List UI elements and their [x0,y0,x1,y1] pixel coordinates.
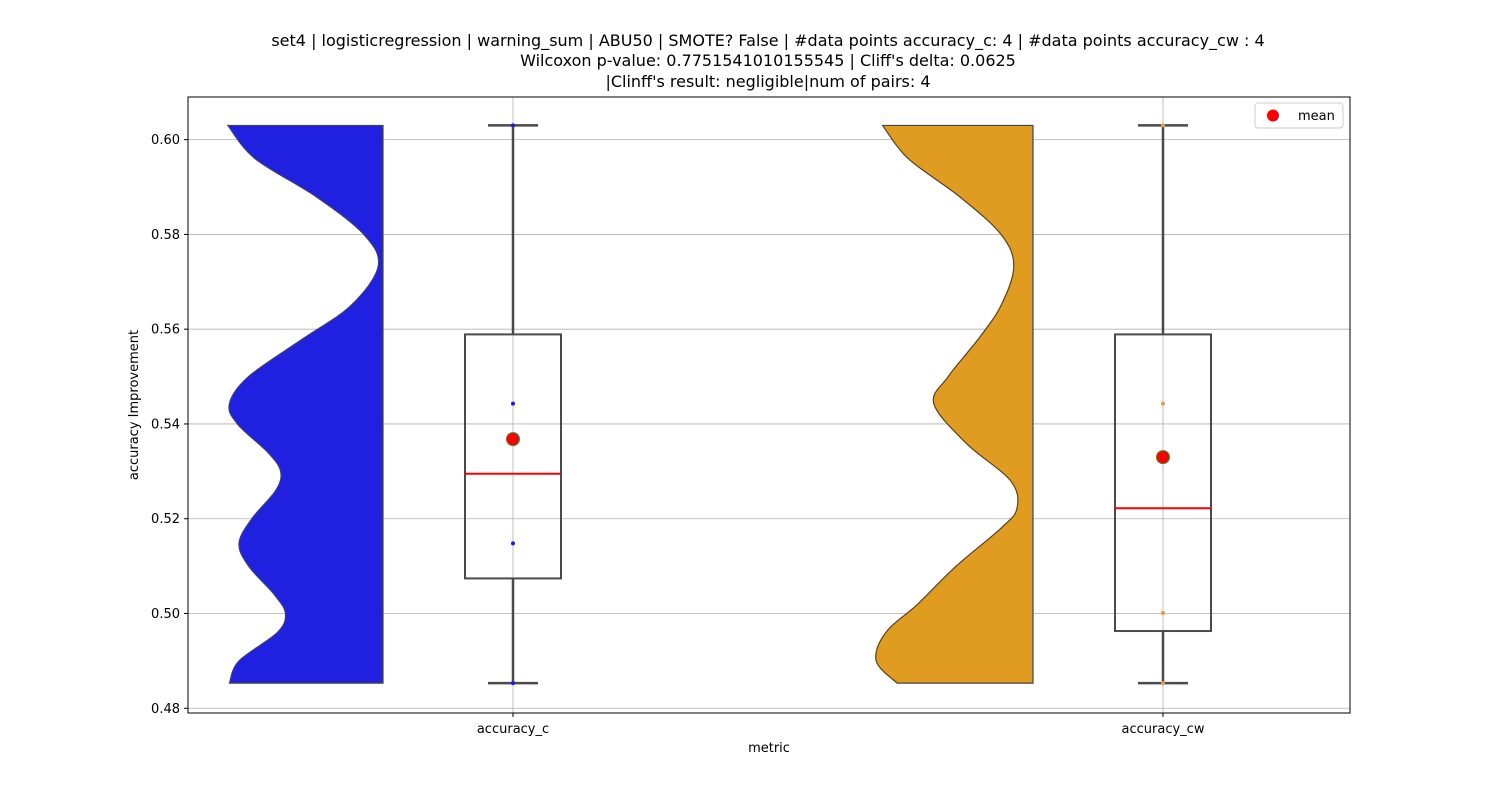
data-point-accuracy_cw [1161,681,1165,686]
legend-mean-marker [1267,109,1279,122]
x-tick-label-accuracy_cw: accuracy_cw [1122,722,1205,737]
mean-marker-accuracy_c [506,432,520,447]
box-layer [464,124,1212,685]
legend-box [1254,102,1344,129]
data-point-accuracy_c [511,541,515,546]
data-point-accuracy_cw [1161,123,1165,128]
mean-marker-accuracy_cw [1156,450,1170,465]
y-tick-label: 0.48 [151,702,180,717]
x-axis-label: metric [748,741,790,756]
plot-frame [187,96,1351,714]
y-tick-label: 0.50 [151,607,180,622]
y-tick-label: 0.56 [151,323,180,338]
tick-layer: 0.48 0.50 0.52 0.54 0.56 0.58 0.60 accuracy_c ac… [151,133,1205,737]
data-point-accuracy_c [511,401,515,406]
chart-title-line-2: Wilcoxon p-value: 0.7751541010155545 | C… [520,51,1016,70]
data-point-accuracy_c [511,681,515,686]
y-tick-label: 0.54 [151,417,180,432]
y-tick-label: 0.52 [151,512,180,527]
points-layer [506,123,1170,686]
y-axis-label: accuracy Improvement [127,330,142,480]
y-tick-label: 0.60 [151,133,180,148]
violin-accuracy_c [226,124,384,684]
legend-label: mean [1298,109,1335,124]
data-point-accuracy_cw [1161,401,1165,406]
legend: mean [1254,102,1344,129]
violin-layer [226,124,1034,684]
violin-accuracy_cw [875,124,1034,684]
chart-title-line-1: set4 | logisticregression | warning_sum … [271,31,1264,51]
box-accuracy_c [464,333,562,580]
x-tick-label-accuracy_c: accuracy_c [477,722,549,737]
chart-title-line-3: |Clinff's result: negligible|num of pair… [605,72,930,91]
y-tick-label: 0.58 [151,228,180,243]
box-accuracy_cw [1114,333,1212,633]
data-point-accuracy_cw [1161,611,1165,616]
data-point-accuracy_c [511,123,515,128]
